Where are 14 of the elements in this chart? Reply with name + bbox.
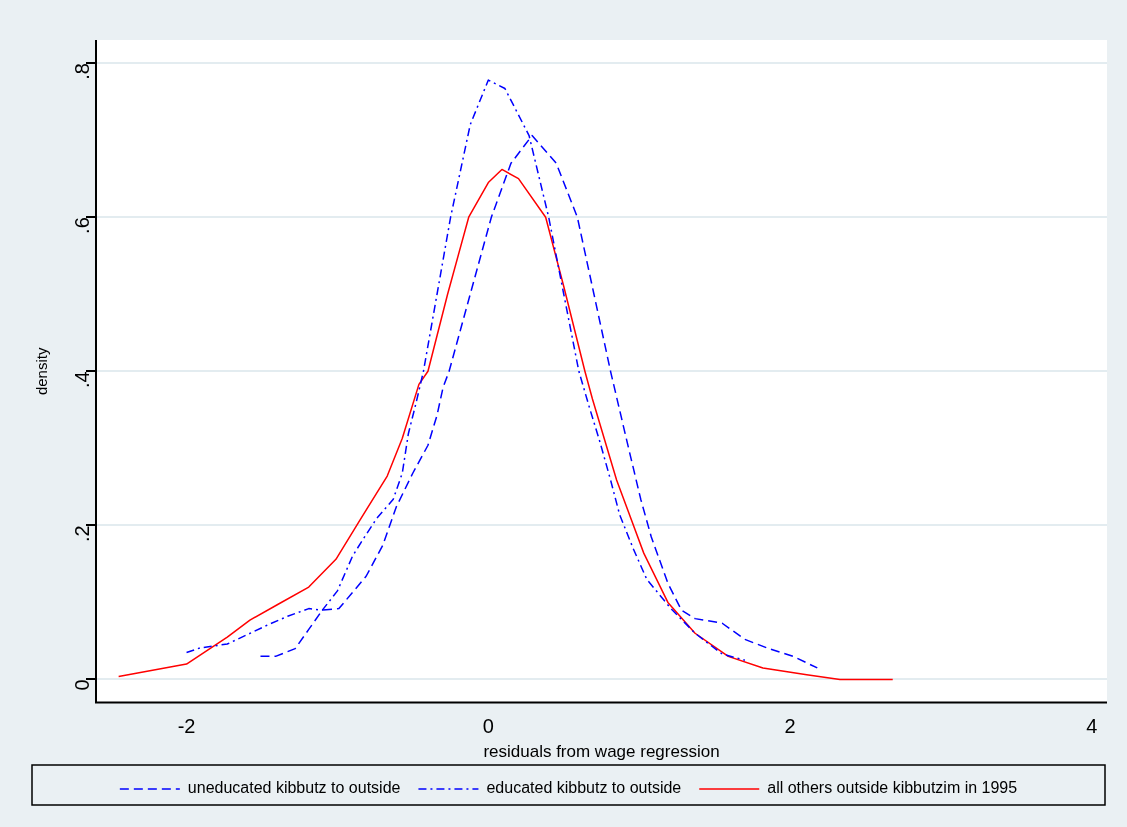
x-tick-label: 0 <box>482 715 494 738</box>
y-tick-label: 0 <box>70 679 93 691</box>
x-tick-label: -2 <box>177 715 196 738</box>
y-tick-label: .4 <box>70 371 93 388</box>
y-tick-label: .6 <box>70 217 93 234</box>
legend-label: all others outside kibbutzim in 1995 <box>767 779 1018 797</box>
y-tick-label: .2 <box>70 525 93 543</box>
x-tick-label: 4 <box>1086 715 1098 738</box>
y-axis-title: density <box>33 347 51 396</box>
legend-label: educated kibbutz to outside <box>486 779 682 797</box>
y-tick-label: .8 <box>70 63 93 80</box>
x-tick-label: 2 <box>784 715 796 738</box>
x-axis-title: residuals from wage regression <box>483 742 720 762</box>
legend-label: uneducated kibbutz to outside <box>187 779 401 797</box>
